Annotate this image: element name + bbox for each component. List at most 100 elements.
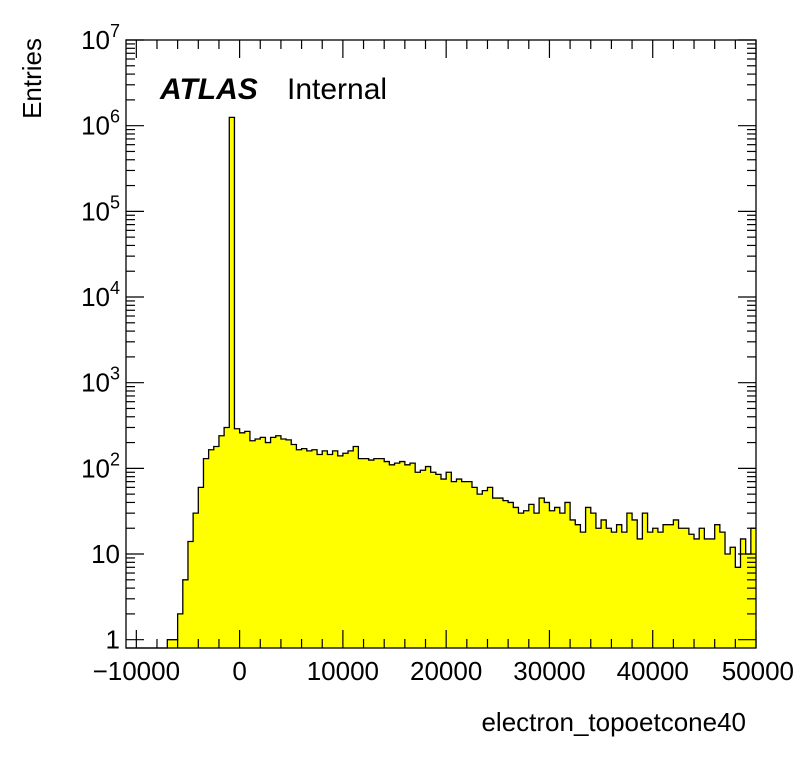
- histogram-bar: [193, 513, 199, 648]
- plot-border: [125, 39, 757, 649]
- histogram-bar: [301, 448, 308, 648]
- histogram-bar: [368, 460, 375, 648]
- histogram-bar: [554, 507, 561, 648]
- histogram-bar: [399, 461, 406, 648]
- histogram-bar: [234, 428, 240, 648]
- histogram-bar: [322, 450, 328, 648]
- histogram-bar: [585, 507, 592, 648]
- histogram-bar: [255, 439, 261, 648]
- histogram-bar: [203, 458, 210, 648]
- histogram-bar: [389, 464, 395, 648]
- histogram-bar: [544, 502, 550, 648]
- histogram-bar: [694, 538, 700, 648]
- histogram-bar: [564, 502, 571, 648]
- histogram-bar: [435, 474, 442, 648]
- histogram-bar: [528, 504, 535, 648]
- y-tick-label: 10: [91, 539, 120, 569]
- histogram-bar: [456, 479, 463, 648]
- histogram-outline: [126, 116, 756, 649]
- histogram-bar: [735, 567, 741, 648]
- histogram-bar: [683, 528, 690, 648]
- x-tick-label: 0: [232, 656, 246, 686]
- histogram-bar: [265, 442, 271, 648]
- histogram-bar: [167, 639, 173, 648]
- histogram-bar: [492, 498, 499, 648]
- histogram-bar: [740, 538, 747, 648]
- histogram-bar: [637, 538, 643, 648]
- histogram-bar: [260, 437, 266, 648]
- histogram-bar: [182, 579, 189, 648]
- histogram-bar: [461, 481, 468, 648]
- histogram-bar: [187, 541, 194, 648]
- histogram-bar: [487, 487, 494, 648]
- histogram-bar: [224, 427, 230, 648]
- histogram-bar: [415, 472, 421, 648]
- x-tick-label: 30000: [513, 656, 585, 686]
- x-tick-label: 20000: [410, 656, 482, 686]
- histogram-bar: [678, 528, 685, 648]
- histogram-bar: [296, 449, 302, 648]
- y-tick-label: 1: [106, 625, 120, 655]
- histogram-bar: [606, 528, 612, 648]
- histogram-bar: [730, 547, 736, 648]
- histogram-bar: [513, 507, 519, 648]
- histogram-bar: [580, 532, 586, 648]
- histogram-bar: [518, 513, 525, 648]
- y-tick-label: 104: [81, 278, 120, 312]
- y-tick-label: 103: [81, 364, 120, 398]
- histogram-bar: [663, 524, 669, 648]
- histogram-bar: [280, 439, 287, 648]
- histogram-bar: [332, 450, 339, 648]
- y-tick-label: 106: [81, 107, 120, 141]
- histogram-bar: [570, 519, 576, 648]
- histogram-bar: [430, 472, 437, 648]
- x-axis-title: electron_topoetcone40: [481, 707, 746, 737]
- histogram-bar: [384, 461, 390, 648]
- histogram-bar: [559, 513, 566, 648]
- histogram-bar: [719, 532, 726, 648]
- histogram-bar: [668, 524, 674, 648]
- histogram-bar: [673, 519, 679, 648]
- histogram-bar: [477, 494, 483, 648]
- histogram-bar: [652, 528, 659, 648]
- histogram-bar: [595, 528, 602, 648]
- histogram-bar: [502, 500, 509, 648]
- histogram-bar: [270, 437, 277, 648]
- histogram-bar: [317, 454, 323, 648]
- histogram-bar: [172, 639, 179, 648]
- axis-ticks: [126, 39, 757, 648]
- histogram-bar: [425, 466, 432, 648]
- histogram-bar: [177, 613, 184, 648]
- histogram-bar: [647, 532, 654, 648]
- histogram-bar: [198, 487, 204, 648]
- histogram-bar: [348, 450, 354, 648]
- histogram-bar: [601, 519, 607, 648]
- histogram-bar: [286, 439, 292, 648]
- internal-label: Internal: [287, 73, 387, 106]
- histogram-bar: [373, 458, 380, 648]
- histogram-bar: [446, 472, 452, 648]
- atlas-label: ATLAS: [159, 73, 258, 106]
- histogram-bar: [704, 538, 710, 648]
- histogram-bar: [218, 435, 225, 648]
- histogram-bar: [410, 463, 416, 648]
- histogram-bar: [471, 487, 478, 648]
- histogram-bar: [229, 117, 235, 649]
- histogram-bar: [497, 498, 504, 648]
- y-tick-label: 105: [81, 192, 120, 226]
- histogram-bar: [275, 435, 282, 648]
- histogram-bar: [239, 432, 246, 648]
- histogram-bar: [725, 554, 731, 648]
- histogram-bar: [590, 513, 597, 648]
- histogram-bar: [616, 524, 623, 648]
- histogram-bar: [642, 513, 648, 648]
- y-axis-title: Entries: [17, 38, 47, 119]
- histogram-bar: [249, 440, 256, 648]
- histogram-bar: [539, 498, 545, 648]
- histogram-bar: [621, 532, 628, 648]
- histogram-bar: [745, 554, 752, 648]
- histogram-bar: [611, 532, 617, 648]
- histogram-bar: [657, 532, 664, 648]
- histogram-bar: [508, 502, 514, 648]
